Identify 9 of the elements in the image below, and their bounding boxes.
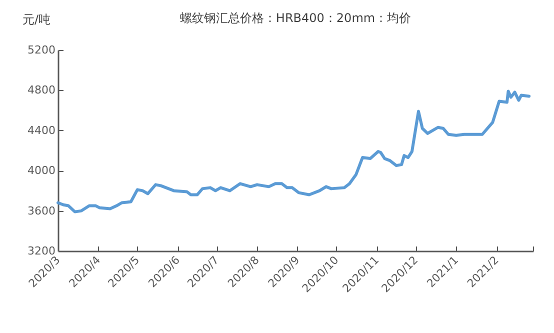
y-tick-label: 3600	[28, 204, 56, 218]
y-tick-label: 3200	[28, 244, 56, 258]
y-tick-label: 4800	[28, 84, 56, 97]
y-tick-label: 5200	[28, 44, 56, 56]
y-axis-title: 元/吨	[22, 12, 51, 26]
chart-title: 螺纹钢汇总价格：HRB400：20mm：均价	[180, 11, 412, 25]
y-tick-label: 4400	[28, 124, 56, 137]
line-series	[56, 90, 531, 214]
y-tick-label: 4000	[28, 164, 56, 178]
